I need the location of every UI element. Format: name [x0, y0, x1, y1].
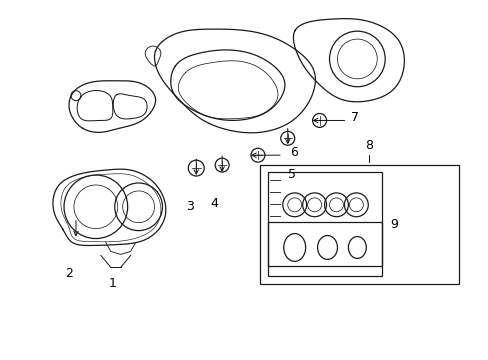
- Text: 1: 1: [109, 277, 117, 290]
- Text: 8: 8: [365, 139, 372, 152]
- Text: 6: 6: [289, 146, 297, 159]
- Text: 4: 4: [210, 197, 218, 210]
- Text: 3: 3: [186, 200, 194, 213]
- Text: 9: 9: [389, 218, 397, 231]
- Text: 2: 2: [65, 267, 73, 280]
- Bar: [267, 172, 382, 266]
- Text: 7: 7: [351, 111, 359, 124]
- Text: 5: 5: [287, 168, 295, 181]
- Bar: [260, 165, 458, 284]
- Bar: [267, 222, 382, 276]
